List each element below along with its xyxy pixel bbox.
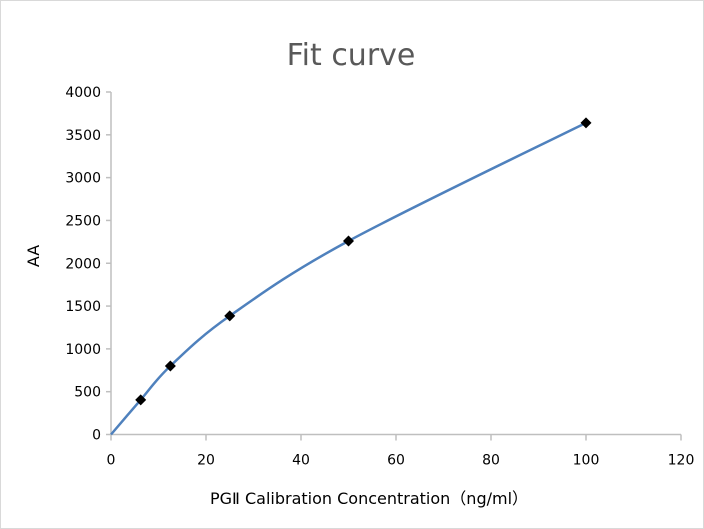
y-axis-label: AA <box>24 245 43 267</box>
x-tick-label: 60 <box>387 453 405 469</box>
data-point-marker <box>135 394 147 406</box>
x-axis-label: PGⅡ Calibration Concentration（ng/ml） <box>210 489 528 508</box>
y-tick-label: 0 <box>92 428 101 444</box>
y-tick-label: 2500 <box>65 213 101 229</box>
data-point-marker <box>343 235 354 247</box>
y-tick-label: 3500 <box>65 128 101 144</box>
y-tick-label: 1000 <box>65 342 101 358</box>
data-point-marker <box>580 117 592 129</box>
x-tick-label: 120 <box>668 453 695 469</box>
fit-curve-line <box>110 121 587 436</box>
y-tick-label: 2000 <box>65 256 101 272</box>
y-tick-label: 4000 <box>65 85 101 101</box>
x-tick-label: 80 <box>482 453 500 469</box>
x-tick-label: 0 <box>107 453 116 469</box>
data-point-marker <box>164 360 176 372</box>
y-tick-label: 500 <box>74 385 101 401</box>
chart-title: Fit curve <box>287 38 416 73</box>
x-tick-label: 100 <box>573 453 600 469</box>
data-point-marker <box>224 310 236 322</box>
y-tick-label: 3000 <box>65 171 101 187</box>
y-tick-label: 1500 <box>65 299 101 315</box>
x-tick-label: 40 <box>292 453 310 469</box>
x-tick-label: 20 <box>197 453 215 469</box>
